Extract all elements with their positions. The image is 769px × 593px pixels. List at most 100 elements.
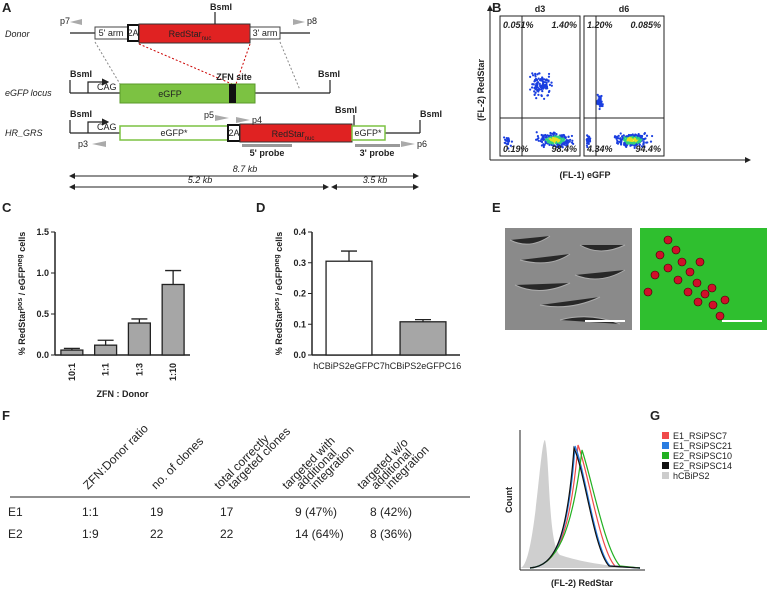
event-dot	[639, 139, 643, 142]
x-tick-label: 1:3	[134, 363, 144, 376]
box-label: RedStar	[272, 129, 305, 139]
event-dot	[536, 83, 539, 86]
panel-label: E	[492, 200, 501, 215]
event-dot	[566, 143, 569, 146]
event-dot	[555, 133, 558, 136]
table-cell: 9 (47%)	[295, 505, 337, 519]
event-dot	[534, 72, 537, 75]
event-dot	[567, 139, 570, 142]
site-label: BsmI	[210, 2, 232, 12]
box-label: RedStar	[169, 29, 202, 39]
event-dot	[631, 136, 634, 139]
event-dot	[541, 83, 544, 86]
event-dot	[642, 141, 645, 144]
event-dot	[570, 134, 574, 138]
event-dot	[531, 72, 534, 75]
site-label: ZFN site	[216, 72, 252, 82]
event-dot	[535, 131, 538, 134]
quadrant-label: 1.40%	[551, 20, 577, 30]
event-dot	[542, 136, 545, 139]
event-dot	[565, 139, 568, 142]
event-dot	[540, 94, 543, 98]
table-cell: E1	[8, 505, 23, 519]
event-dot	[534, 91, 537, 94]
plot-frame	[583, 15, 665, 157]
x-tick-label: 10:1	[67, 363, 77, 381]
event-dot	[549, 131, 552, 135]
event-dot	[533, 80, 536, 83]
error-bar	[131, 318, 148, 324]
event-dot	[529, 88, 532, 91]
event-dot	[586, 146, 589, 149]
event-dot	[601, 104, 604, 108]
event-dot	[554, 139, 557, 142]
y-axis-label-part: neg	[17, 254, 24, 266]
event-dot	[563, 135, 566, 138]
micrographs	[505, 228, 767, 330]
event-dot	[643, 145, 646, 149]
box-label: eGFP	[158, 89, 182, 99]
event-dot	[546, 94, 549, 97]
event-dot	[549, 134, 552, 137]
event-dot	[550, 84, 553, 87]
legend-swatch	[662, 462, 669, 469]
event-dot	[571, 139, 574, 142]
event-dot	[545, 138, 548, 141]
event-dot	[625, 135, 628, 138]
axis-label: Count	[504, 487, 514, 513]
event-dot	[634, 140, 637, 143]
flow-plots: (FL-2) RedStar (FL-1) eGFP d30.051% 1.40%…	[476, 4, 751, 180]
event-dot	[640, 136, 643, 139]
axis-label: (FL-1) eGFP	[560, 170, 611, 180]
site-label: BsmI	[318, 69, 340, 79]
event-dot	[548, 89, 551, 93]
event-dot	[544, 136, 548, 139]
event-dot	[621, 136, 624, 139]
primer: p8	[307, 16, 317, 26]
event-dot	[544, 133, 547, 137]
legend-label: E1_RSiPSC21	[673, 441, 732, 451]
event-dot	[540, 144, 543, 147]
table-cell: 1:1	[82, 505, 99, 519]
event-dot	[542, 134, 545, 137]
bar	[399, 321, 447, 356]
row-label: Donor	[5, 29, 31, 39]
event-dot	[616, 141, 619, 145]
bar	[161, 283, 185, 356]
y-tick-label: 0.0	[36, 350, 49, 360]
error-bar	[341, 250, 357, 262]
event-dot	[538, 72, 541, 75]
bar	[325, 260, 373, 356]
event-dot	[600, 100, 603, 103]
axis-label: (FL-2) RedStar	[476, 59, 486, 122]
row-label: HR_GRS	[5, 128, 43, 138]
subscript: nuc	[305, 136, 315, 142]
event-dot	[530, 86, 534, 89]
event-dot	[540, 133, 543, 137]
event-dot	[544, 140, 547, 143]
event-dot	[542, 145, 545, 149]
bar-chart: 0.0 0.5 1.0 1.5 % RedStarpos / eGFPneg cells…	[17, 227, 190, 399]
event-dot	[596, 93, 599, 96]
event-dot	[633, 144, 637, 147]
event-dot	[536, 81, 539, 84]
column-header: no. of clones	[148, 434, 206, 492]
error-bar	[97, 339, 114, 346]
legend-swatch	[662, 432, 669, 439]
event-dot	[536, 138, 539, 141]
event-dot	[503, 138, 507, 141]
error-bar	[165, 269, 182, 285]
event-dot	[627, 138, 630, 141]
event-dot	[555, 145, 558, 148]
bar	[127, 322, 151, 356]
y-axis-label-part: % RedStar	[17, 310, 27, 356]
bar	[94, 344, 118, 356]
box-label: 2A	[127, 28, 138, 38]
event-dot	[558, 136, 561, 140]
event-dot	[541, 79, 544, 82]
event-dot	[545, 78, 548, 81]
event-dot	[558, 146, 561, 149]
event-dot	[550, 138, 553, 141]
event-dot	[548, 83, 552, 86]
